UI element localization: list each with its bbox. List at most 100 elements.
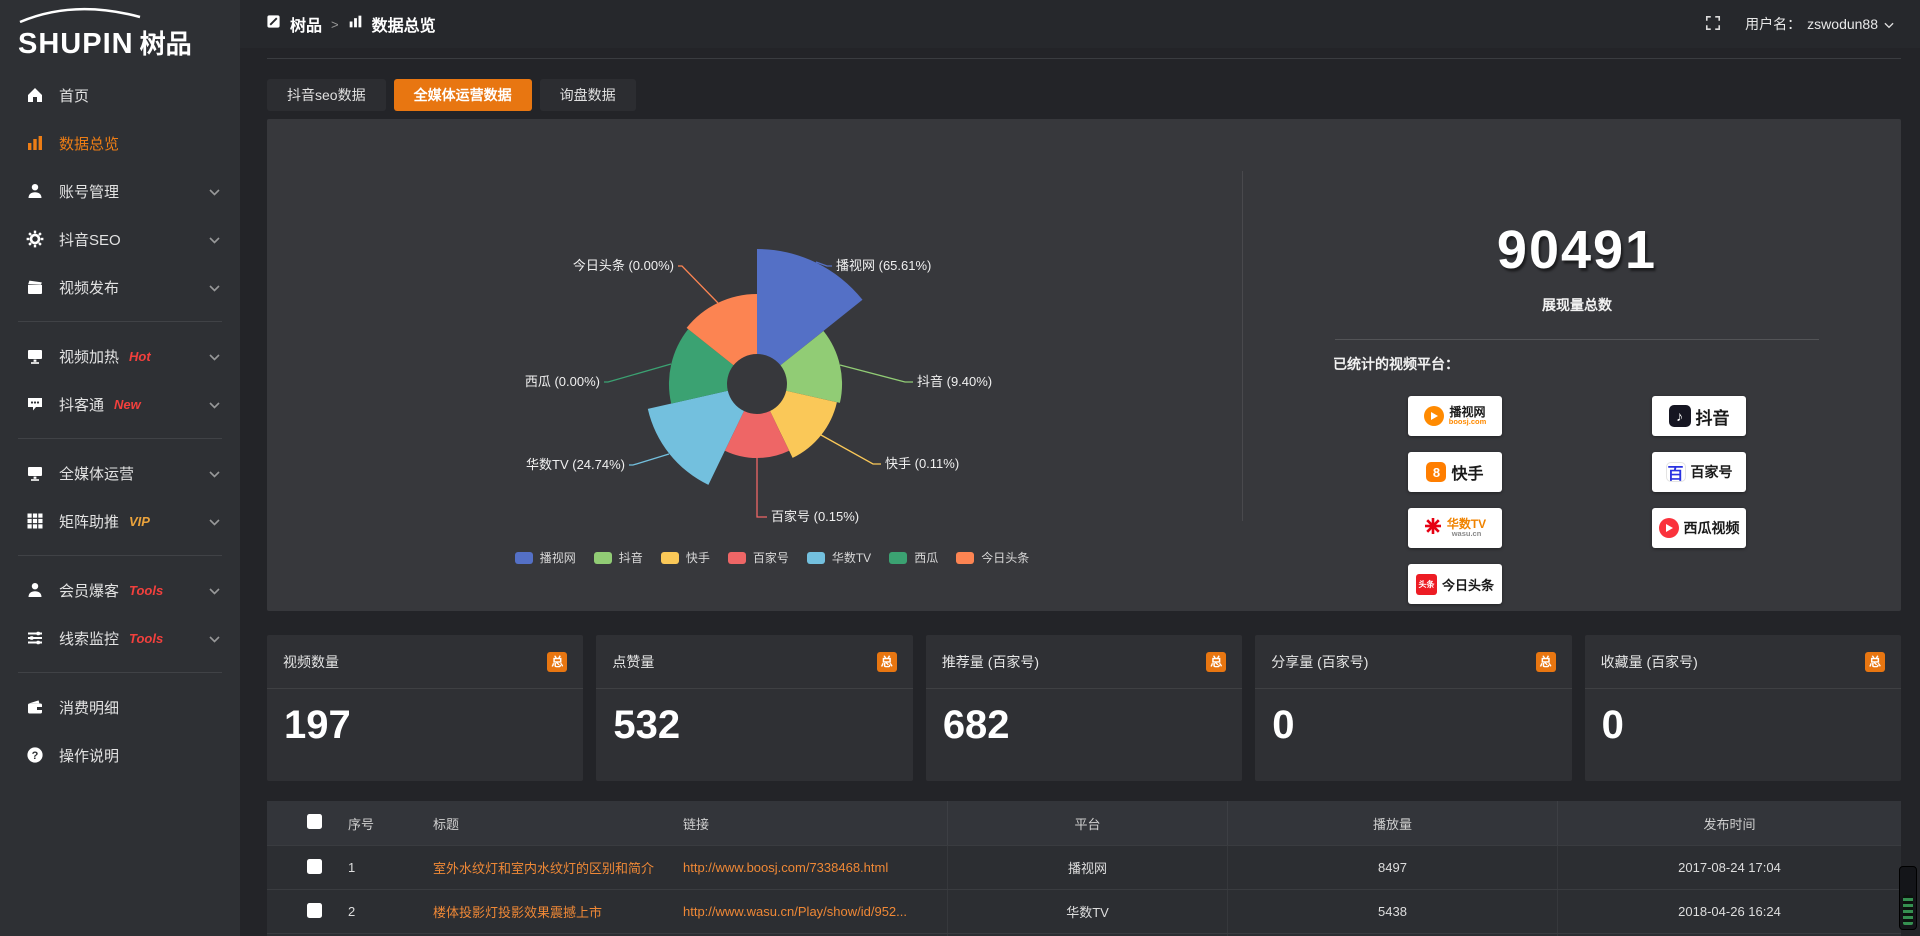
pie-slice-4[interactable]	[647, 390, 744, 485]
sidebar-item-douketong[interactable]: 抖客通 New	[0, 380, 240, 428]
table-row[interactable]: 1 室外水纹灯和室内水纹灯的区别和简介 http://www.boosj.com…	[267, 845, 1901, 889]
sidebar-item-account-mgmt[interactable]: 账号管理	[0, 167, 240, 215]
sidebar-item-member-baoke[interactable]: 会员爆客 Tools	[0, 566, 240, 614]
platform-badge-kuaishou: 8 快手	[1408, 452, 1502, 492]
tools-badge: Tools	[129, 582, 164, 598]
chevron-down-icon	[209, 630, 220, 647]
sidebar-item-consume-detail[interactable]: 消费明细	[0, 683, 240, 731]
stat-value: 197	[284, 703, 351, 747]
chart-legend: 播视网 抖音 快手 百家号 华数TV 西瓜 今日头条	[267, 549, 1277, 566]
platform-badge-wasu: 华数TV wasu.cn	[1408, 508, 1502, 548]
row-checkbox[interactable]	[307, 902, 322, 918]
pie-label-line	[604, 363, 672, 383]
pie-label-line	[820, 434, 881, 465]
pie-label: 华数TV (24.74%)	[526, 457, 625, 472]
select-all-checkbox[interactable]	[307, 814, 322, 829]
total-badge: 总	[1535, 651, 1556, 672]
video-title-link[interactable]: 楼体投影灯投影效果震撼上市	[433, 905, 603, 920]
sidebar-item-video-publish[interactable]: 视频发布	[0, 263, 240, 311]
pie-slice-5[interactable]	[668, 329, 734, 404]
pie-label-line	[756, 458, 767, 518]
legend-swatch	[806, 551, 825, 564]
brand-logo[interactable]: SHUPIN 树品	[0, 0, 240, 71]
video-title-link[interactable]: 室外水纹灯和室内水纹灯的区别和简介	[433, 861, 655, 876]
sidebar-item-douyin-seo[interactable]: 抖音SEO	[0, 215, 240, 263]
clapperboard-icon	[26, 278, 44, 296]
baijiahao-icon: 百	[1665, 462, 1686, 483]
stat-card-video-count: 视频数量总 197	[267, 635, 584, 781]
sidebar-item-help[interactable]: ? 操作说明	[0, 731, 240, 779]
legend-item[interactable]: 西瓜	[889, 549, 938, 566]
stat-card-favorites: 收藏量 (百家号) 总 0	[1584, 635, 1902, 781]
table-header-row: 序号 标题 链接 平台 播放量 发布时间	[267, 801, 1901, 845]
sidebar-item-lead-monitor[interactable]: 线索监控 Tools	[0, 614, 240, 662]
summary-divider	[1335, 339, 1819, 340]
legend-item[interactable]: 播视网	[514, 549, 576, 566]
total-badge: 总	[1865, 651, 1886, 672]
rose-pie-chart: 播视网 (65.61%) 抖音 (9.40%) 快手 (0.11%) 百家号 (0.1…	[525, 249, 992, 524]
breadcrumb-chart-icon	[348, 14, 363, 34]
chevron-down-icon	[209, 231, 220, 248]
chevron-down-icon	[209, 513, 220, 530]
chevron-down-icon	[209, 348, 220, 365]
video-url-link[interactable]: http://www.boosj.com/7338468.html	[683, 860, 889, 875]
douyin-icon: ♪	[1668, 405, 1691, 427]
stat-cards: 视频数量总 197 点赞量总 532 推荐量 (百家号) 总 682 分享量 (百…	[267, 635, 1902, 781]
fullscreen-icon[interactable]	[1705, 15, 1721, 34]
sidebar-item-video-heat[interactable]: 视频加热 Hot	[0, 332, 240, 380]
brand-name-cn: 树品	[139, 29, 192, 59]
legend-swatch	[727, 551, 746, 564]
toutiao-icon: 头条	[1415, 573, 1437, 595]
total-impressions-label: 展现量总数	[1542, 297, 1612, 313]
main-content: 抖音seo数据 全媒体运营数据 询盘数据 播视网 (65.61%) 抖音 (9.4…	[240, 48, 1920, 936]
sidebar-item-matrix-boost[interactable]: 矩阵助推 VIP	[0, 497, 240, 545]
tools-badge: Tools	[129, 630, 164, 646]
svg-text:?: ?	[32, 750, 39, 762]
table-row[interactable]	[267, 933, 1901, 936]
boosj-icon	[1423, 406, 1444, 426]
breadcrumb-separator: >	[331, 16, 339, 32]
sidebar-item-data-overview[interactable]: 数据总览	[0, 119, 240, 167]
chart-panel: 播视网 (65.61%) 抖音 (9.40%) 快手 (0.11%) 百家号 (0.1…	[267, 119, 1901, 611]
grid-icon	[26, 512, 44, 530]
home-icon	[26, 86, 44, 104]
sidebar: SHUPIN 树品 首页 数据总览 账号管理 抖音SEO 视频发布 视频加热 Ho…	[0, 0, 240, 936]
pie-label: 播视网 (65.61%)	[836, 258, 931, 273]
chevron-down-icon	[209, 279, 220, 296]
legend-item[interactable]: 华数TV	[806, 549, 871, 566]
monitor-icon	[26, 464, 44, 482]
user-menu[interactable]: 用户名： zswodun88	[1745, 14, 1894, 34]
video-url-link[interactable]: http://www.wasu.cn/Play/show/id/952...	[683, 904, 907, 919]
breadcrumb-home[interactable]: 树品	[290, 18, 323, 35]
tab-inquiry-data[interactable]: 询盘数据	[539, 79, 636, 111]
legend-item[interactable]: 今日头条	[956, 549, 1029, 566]
stat-card-recommend: 推荐量 (百家号) 总 682	[925, 635, 1243, 781]
pie-slice-1[interactable]	[780, 331, 843, 403]
videos-table: 序号 标题 链接 平台 播放量 发布时间 1 室外水纹灯和室内水纹灯的区别和简介…	[267, 801, 1901, 936]
platform-badge-toutiao: 头条 今日头条	[1408, 564, 1502, 604]
tab-omnimedia-data[interactable]: 全媒体运营数据	[393, 79, 532, 111]
scrollbar-thumb[interactable]	[1903, 895, 1913, 925]
legend-item[interactable]: 抖音	[593, 549, 643, 566]
pie-slice-0[interactable]	[757, 249, 863, 366]
pie-slice-2[interactable]	[770, 390, 837, 458]
row-checkbox[interactable]	[307, 858, 322, 874]
chat-icon	[26, 395, 44, 413]
user-icon	[26, 581, 44, 599]
user-icon	[26, 182, 44, 200]
pie-slice-6[interactable]	[686, 294, 757, 366]
pie-slice-3[interactable]	[724, 411, 790, 459]
table-row[interactable]: 2 楼体投影灯投影效果震撼上市 http://www.wasu.cn/Play/…	[267, 889, 1901, 933]
breadcrumb: 树品 > 数据总览	[266, 12, 436, 36]
gear-icon	[26, 230, 44, 248]
username-label: 用户名：	[1745, 16, 1802, 32]
panel-vertical-divider	[1242, 171, 1243, 521]
sidebar-item-omnimedia[interactable]: 全媒体运营	[0, 449, 240, 497]
legend-item[interactable]: 快手	[660, 549, 710, 566]
pie-label-line	[678, 265, 719, 304]
header-divider	[267, 58, 1901, 59]
legend-item[interactable]: 百家号	[727, 549, 789, 566]
chevron-down-icon	[209, 582, 220, 599]
sidebar-item-home[interactable]: 首页	[0, 71, 240, 119]
tab-douyin-seo-data[interactable]: 抖音seo数据	[267, 79, 386, 111]
